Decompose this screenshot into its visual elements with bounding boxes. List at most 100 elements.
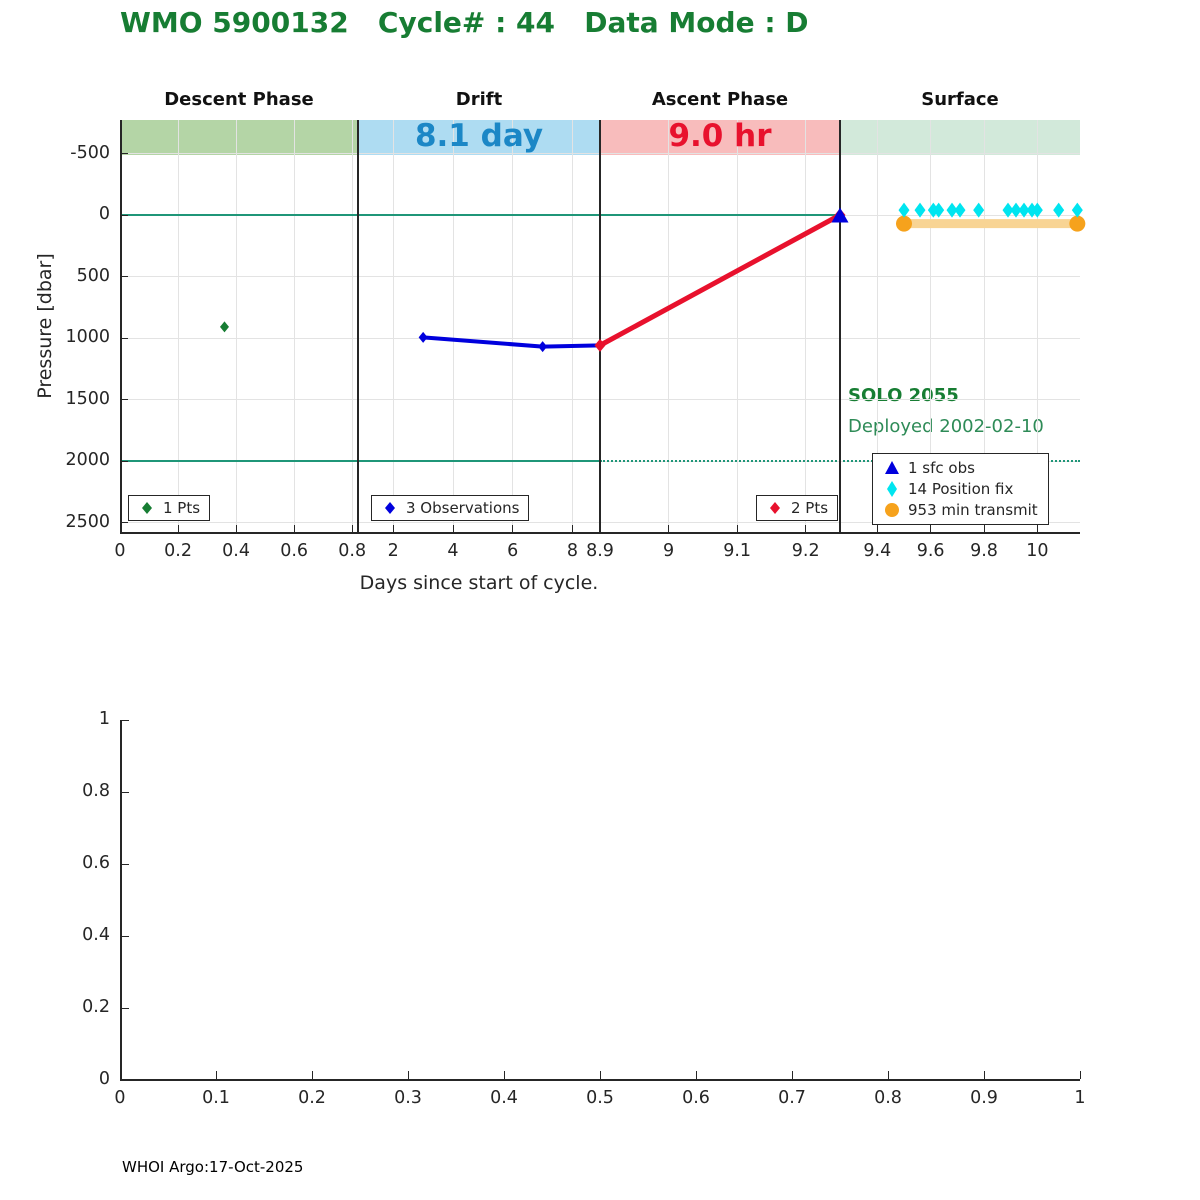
legend-sfc-obs-label: 1 sfc obs [908,459,975,477]
bottom-x-tick [407,1071,409,1079]
y-tick [121,153,128,154]
bottom-x-tick-label: 0.8 [874,1088,902,1108]
y-tick [121,522,128,523]
x-tick-label: 9.4 [863,541,892,561]
cyan-diamond-marker-icon [883,480,901,498]
red-diamond-marker-icon [766,499,784,517]
bottom-y-tick [121,935,129,937]
bottom-x-tick-label: 0.7 [778,1088,806,1108]
x-tick-label: 9.1 [723,541,752,561]
v-gridline [351,120,353,533]
bottom-y-tick [121,863,129,865]
bottom-x-tick [503,1071,505,1079]
x-tick-label: 0 [114,541,126,561]
bottom-x-axis-spine [120,1079,1080,1081]
legend-drift: 3 Observations [371,495,530,521]
v-gridline [177,120,179,533]
y-tick [121,460,128,462]
orange-circle-marker-icon [883,501,901,519]
x-tick [119,525,121,532]
v-gridline [452,120,454,533]
bottom-x-tick [311,1071,313,1079]
x-tick [177,525,179,532]
reference-line-2000dbar [120,460,600,462]
bottom-x-tick [887,1071,889,1079]
bottom-y-axis-spine [120,720,122,1081]
bottom-y-tick-label: 0.4 [82,925,110,945]
x-tick [876,525,878,532]
phase-header-descent: Descent Phase [164,89,314,110]
v-gridline [1036,120,1038,533]
panel-divider [599,120,601,533]
legend-ascent: 2 Pts [756,495,839,521]
legend-descent: 1 Pts [128,495,211,521]
x-tick-label: 4 [447,541,459,561]
x-tick-label: 10 [1026,541,1049,561]
bottom-x-tick [695,1071,697,1079]
phase-header-drift: Drift [455,89,503,110]
x-tick-label: 2 [387,541,399,561]
y-tick-label: 1000 [65,327,110,347]
bottom-x-tick [215,1071,217,1079]
x-tick [392,525,394,532]
phase-band-0 [120,120,358,155]
bottom-x-tick [599,1071,601,1079]
bottom-y-tick [121,1079,129,1081]
legend-drift-label: 3 Observations [406,499,520,517]
x-tick [235,525,237,532]
y-tick [121,276,128,277]
y-axis-spine [120,120,122,534]
x-tick-label: 0.2 [164,541,192,561]
y-tick-label: 2500 [65,511,110,532]
bottom-y-tick-label: 0.8 [82,781,110,801]
x-tick [572,525,573,532]
footer-timestamp: WHOI Argo:17-Oct-2025 [122,1158,304,1176]
x-tick-label: 8 [566,541,579,561]
y-tick-label: 1500 [65,388,110,409]
y-tick-label: 0 [98,204,110,224]
bottom-y-tick [121,1007,129,1009]
blue-diamond-marker-icon [381,499,399,517]
x-tick [983,525,985,532]
legend-descent-label: 1 Pts [163,499,201,517]
reference-line-0dbar [120,214,840,216]
v-gridline [235,120,237,533]
x-tick [736,525,738,532]
drift-duration-label: 8.1 day [414,118,544,154]
bottom-y-tick-label: 0 [98,1069,110,1089]
y-tick-label: 500 [76,265,110,286]
x-tick [668,525,670,532]
page-title: WMO 5900132 Cycle# : 44 Data Mode : D [120,6,809,39]
bottom-x-tick-label: 0.9 [970,1088,998,1108]
phase-band-3 [840,120,1080,155]
bottom-y-tick-label: 0.6 [82,853,110,873]
bottom-x-tick-label: 0.4 [490,1088,518,1108]
x-tick-label: 6 [507,541,519,561]
x-tick-label: 0.4 [222,541,251,561]
v-gridline [930,120,932,533]
x-tick [512,525,514,532]
green-diamond-marker-icon [138,499,156,517]
bottom-y-tick [121,719,129,721]
phase-band-1 [358,120,600,155]
bottom-x-tick-label: 0.3 [394,1088,422,1108]
bottom-y-tick [121,791,129,793]
bottom-x-tick-label: 0 [114,1088,126,1108]
bottom-x-tick [1079,1071,1081,1079]
bottom-x-tick-label: 0.5 [586,1088,614,1108]
legend-surface-row-sfc-obs: 1 sfc obs [883,459,975,477]
y-tick [121,337,128,339]
legend-ascent-label: 2 Pts [791,499,829,517]
bottom-x-tick [983,1071,985,1079]
bottom-y-tick-label: 0.2 [82,997,110,1017]
legend-surface-row-transmit: 953 min transmit [883,501,1038,519]
phase-band-2 [600,120,840,155]
x-tick-label: 9.2 [791,541,820,561]
x-tick-label: 8.9 [586,541,614,561]
x-tick [293,525,295,532]
x-tick [805,525,807,532]
x-tick [452,525,454,532]
